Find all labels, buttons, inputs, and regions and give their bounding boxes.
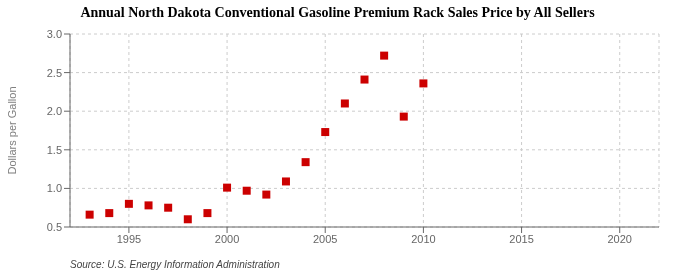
svg-text:1.5: 1.5 <box>47 144 62 156</box>
svg-text:2.0: 2.0 <box>47 105 62 117</box>
svg-text:0.5: 0.5 <box>47 221 62 233</box>
svg-text:2020: 2020 <box>607 233 631 245</box>
svg-text:2005: 2005 <box>313 233 337 245</box>
svg-text:2010: 2010 <box>411 233 435 245</box>
svg-text:3.0: 3.0 <box>47 28 62 40</box>
html-text:Annual North Dakota Convention: Annual North Dakota Conventional Gasolin… <box>80 5 595 20</box>
svg-text:2.5: 2.5 <box>47 67 62 79</box>
svg-text:1995: 1995 <box>117 233 141 245</box>
svg-text:1.0: 1.0 <box>47 182 62 194</box>
html-text:Source: U.S. Energy Informatio: Source: U.S. Energy Information Administ… <box>70 259 280 270</box>
svg-text:2015: 2015 <box>509 233 533 245</box>
svg-text:2000: 2000 <box>215 233 239 245</box>
svg-text:Dollars per Gallon: Dollars per Gallon <box>8 86 18 174</box>
